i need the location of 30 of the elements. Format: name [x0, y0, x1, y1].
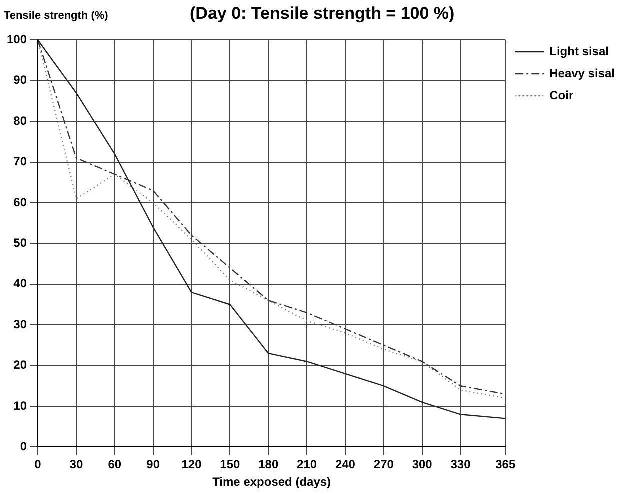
y-tick-label: 90 — [14, 73, 28, 88]
x-tick-label: 300 — [412, 458, 433, 472]
y-tick-label: 20 — [14, 358, 28, 372]
chart-title: (Day 0: Tensile strength = 100 %) — [190, 4, 455, 24]
y-tick-label: 30 — [14, 317, 28, 332]
y-tick-label: 70 — [14, 154, 28, 169]
x-tick-label: 0 — [34, 458, 42, 472]
x-tick-label: 30 — [70, 458, 84, 472]
legend-label: Coir — [550, 88, 574, 102]
legend-label: Light sisal — [550, 44, 609, 58]
x-tick-label: 240 — [335, 458, 356, 472]
y-tick-label: 0 — [20, 440, 28, 454]
legend-label: Heavy sisal — [550, 66, 616, 80]
x-tick-label: 90 — [146, 458, 160, 472]
x-tick-label: 150 — [220, 458, 241, 472]
y-tick-label: 50 — [14, 236, 28, 250]
y-tick-label: 100 — [6, 32, 28, 47]
x-tick-label: 210 — [297, 458, 318, 472]
y-tick-label: 10 — [14, 398, 28, 413]
x-tick-label: 180 — [258, 458, 279, 472]
y-tick-label: 80 — [14, 114, 28, 128]
y-tick-label: 40 — [14, 276, 28, 291]
x-axis-title: Time exposed (days) — [212, 475, 332, 490]
x-tick-label: 365 — [496, 458, 516, 472]
x-tick-label: 270 — [374, 458, 394, 472]
y-tick-label: 60 — [14, 195, 28, 210]
x-tick-label: 330 — [450, 458, 472, 472]
y-axis-title: Tensile strength (%) — [4, 10, 108, 22]
x-tick-label: 60 — [108, 458, 122, 472]
x-tick-label: 120 — [182, 458, 202, 472]
